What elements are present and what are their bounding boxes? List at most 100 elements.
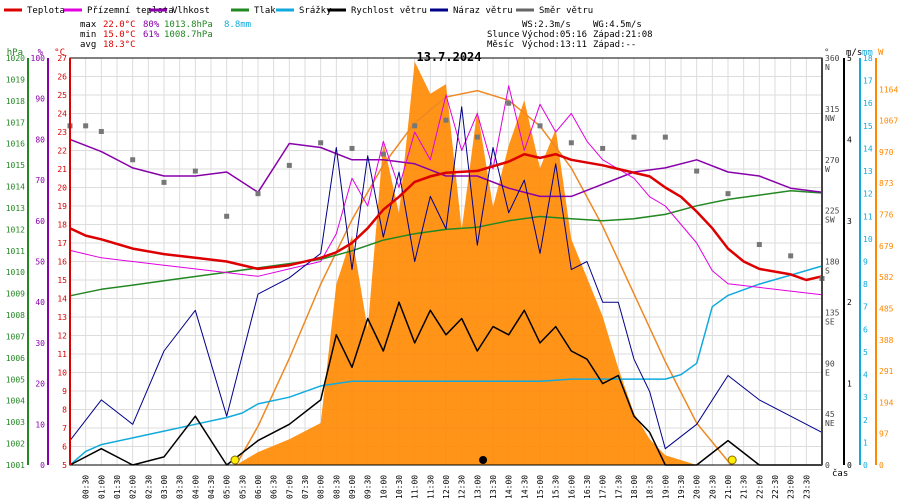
sunset-marker — [727, 455, 737, 465]
wind-direction-dot — [756, 242, 762, 248]
rain-axis-tick-label: 0 — [863, 461, 868, 470]
direction-axis-tick-label: 360 — [825, 54, 840, 63]
wind-direction-dot — [380, 151, 386, 157]
solar-axis-tick-label: 291 — [879, 367, 894, 376]
pressure-axis-tick-label: 1002 — [6, 440, 25, 449]
wind-direction-dot — [161, 179, 167, 185]
legend-item-tlak: Tlak — [231, 6, 276, 16]
humidity-series — [69, 138, 823, 198]
wind-axis-tick-label: 2 — [847, 298, 852, 307]
pressure-axis-tick-label: 1008 — [6, 311, 25, 320]
temperature-axis-tick-label: 17 — [57, 239, 67, 248]
temperature-axis-tick-label: 11 — [57, 350, 67, 359]
humidity-axis-tick-label: 30 — [35, 339, 45, 348]
x-tick-label: 17:00 — [599, 475, 608, 499]
wind-direction-dot — [600, 145, 606, 151]
temperature-axis-tick-label: 10 — [57, 369, 67, 378]
rain-axis-tick-label: 12 — [863, 190, 873, 199]
rain-series — [69, 265, 823, 466]
x-tick-label: 08:00 — [317, 475, 326, 499]
wind-direction-dot — [130, 157, 136, 163]
solar-axis-tick-label: 776 — [879, 211, 894, 220]
temperature-axis-tick-label: 22 — [57, 147, 67, 156]
rain-axis-tick-label: 3 — [863, 393, 868, 402]
x-tick-label: 13:30 — [489, 475, 498, 499]
stats-max-press: 1013.8hPa — [164, 20, 213, 30]
pressure-axis-tick-label: 1018 — [6, 97, 25, 106]
x-tick-label: 07:30 — [301, 475, 310, 499]
pressure-axis-tick-label: 1009 — [6, 290, 25, 299]
humidity-axis-tick-label: 40 — [35, 298, 45, 307]
direction-axis-dir-label: N — [825, 63, 830, 72]
wind-axis-tick-label: 3 — [847, 217, 852, 226]
humidity-axis-tick-label: 90 — [35, 95, 45, 104]
temperature-axis-label: °C — [54, 48, 65, 58]
legend-item-prizemni: Přízemní teplota — [64, 6, 174, 16]
wind-direction-dot — [318, 140, 324, 146]
temperature-axis-tick-label: 18 — [57, 221, 67, 230]
solar-axis-tick-label: 0 — [879, 461, 884, 470]
pressure-axis-tick-label: 1010 — [6, 268, 25, 277]
wind-direction-dot — [255, 191, 261, 197]
legend-label: Náraz větru — [453, 6, 513, 16]
x-tick-label: 19:30 — [677, 475, 686, 499]
temperature-axis-tick-label: 15 — [57, 276, 67, 285]
legend-label: Teplota — [27, 6, 65, 16]
temperature-axis-tick-label: 12 — [57, 332, 67, 341]
rain-axis-tick-label: 6 — [863, 325, 868, 334]
rain-axis-tick-label: 2 — [863, 416, 868, 425]
wind-direction-dot — [694, 168, 700, 174]
x-tick-label: 07:00 — [285, 475, 294, 499]
x-tick-label: 08:30 — [332, 475, 341, 499]
x-tick-label: 11:30 — [426, 475, 435, 499]
solar-axis-tick-label: 970 — [879, 148, 894, 157]
rain-axis-tick-label: 7 — [863, 303, 868, 312]
temperature-axis-tick-label: 20 — [57, 184, 67, 193]
pressure-axis-tick-label: 1017 — [6, 118, 25, 127]
x-tick-label: 15:00 — [536, 475, 545, 499]
x-tick-label: 15:30 — [552, 475, 561, 499]
solar-axis-tick-label: 582 — [879, 273, 894, 282]
moonrise-marker — [479, 456, 488, 464]
x-tick-label: 09:30 — [364, 475, 373, 499]
x-tick-label: 02:30 — [144, 475, 153, 499]
wind-direction-dot — [83, 123, 89, 129]
solar-axis-tick-label: 485 — [879, 304, 894, 313]
x-tick-label: 16:30 — [583, 475, 592, 499]
temperature-axis-tick-label: 9 — [62, 387, 67, 396]
info-mesic: Měsíc — [487, 40, 514, 50]
temperature-axis-tick-label: 19 — [57, 202, 67, 211]
pressure-axis-tick-label: 1004 — [6, 397, 25, 406]
info-ws: WS:2.3m/s — [522, 20, 571, 30]
info-moon-set: Západ:-- — [593, 40, 636, 50]
legend-label: Srážky — [299, 6, 332, 16]
x-axis-label: čas — [832, 468, 848, 479]
pressure-axis-tick-label: 1007 — [6, 332, 25, 341]
x-tick-label: 11:00 — [411, 475, 420, 499]
direction-axis-dir-label: NW — [825, 114, 835, 123]
direction-axis-tick-label: 315 — [825, 105, 840, 114]
temperature-axis-tick-label: 14 — [57, 295, 67, 304]
rain-axis-tick-label: 16 — [863, 99, 873, 108]
rain-axis-tick-label: 9 — [863, 258, 868, 267]
x-tick-label: 16:00 — [567, 475, 576, 499]
humidity-axis-tick-label: 80 — [35, 135, 45, 144]
rain-axis-tick-label: 10 — [863, 235, 873, 244]
wind-axis-tick-label: 4 — [847, 135, 852, 144]
stats-max-label: max — [80, 20, 97, 30]
x-tick-label: 10:00 — [379, 475, 388, 499]
chart-title: 13.7.2024 — [416, 50, 481, 64]
stats-block: max 22.0°C 80% 1013.8hPa 8.8mm min 15.0°… — [80, 20, 251, 50]
x-tick-label: 14:30 — [520, 475, 529, 499]
x-tick-label: 23:00 — [787, 475, 796, 499]
x-tick-label: 20:30 — [708, 475, 717, 499]
temperature-axis-tick-label: 24 — [57, 110, 67, 119]
direction-axis-dir-label: SE — [825, 317, 835, 326]
info-sun-rise: Východ:05:16 — [522, 30, 587, 40]
direction-axis-tick-label: 0 — [825, 461, 830, 470]
rain-axis-tick-label: 13 — [863, 167, 873, 176]
solar-axis-tick-label: 388 — [879, 336, 894, 345]
temperature-series — [69, 152, 823, 282]
x-tick-label: 12:00 — [442, 475, 451, 499]
info-moon-rise: Východ:13:11 — [522, 40, 587, 50]
